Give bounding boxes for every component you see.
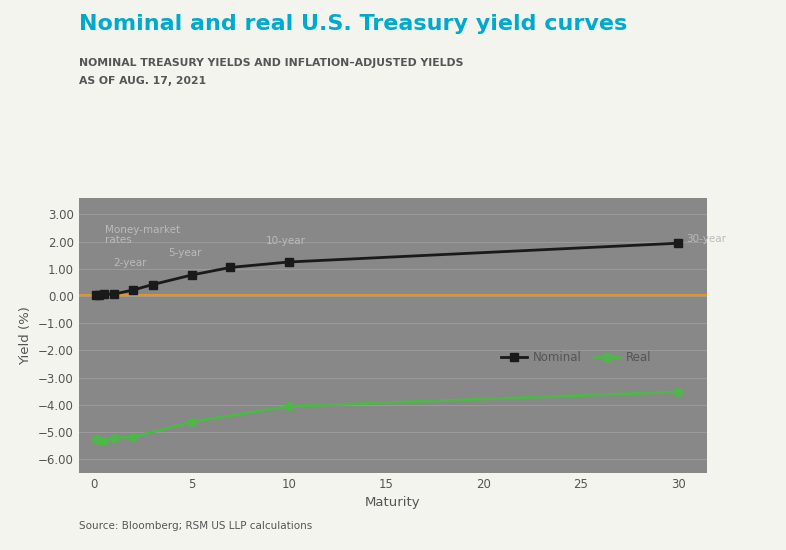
Text: 2-year: 2-year bbox=[114, 258, 147, 268]
Text: rates: rates bbox=[105, 235, 131, 245]
Text: NOMINAL TREASURY YIELDS AND INFLATION–ADJUSTED YIELDS: NOMINAL TREASURY YIELDS AND INFLATION–AD… bbox=[79, 58, 463, 68]
Y-axis label: Yield (%): Yield (%) bbox=[20, 306, 32, 365]
Legend: Nominal, Real: Nominal, Real bbox=[501, 351, 651, 364]
Text: 10-year: 10-year bbox=[266, 236, 306, 246]
Text: 30-year: 30-year bbox=[686, 234, 726, 244]
Text: AS OF AUG. 17, 2021: AS OF AUG. 17, 2021 bbox=[79, 76, 206, 86]
Text: Money-market: Money-market bbox=[105, 225, 180, 235]
Text: Nominal and real U.S. Treasury yield curves: Nominal and real U.S. Treasury yield cur… bbox=[79, 14, 627, 34]
Text: Source: Bloomberg; RSM US LLP calculations: Source: Bloomberg; RSM US LLP calculatio… bbox=[79, 521, 312, 531]
Text: 5-year: 5-year bbox=[168, 248, 202, 258]
X-axis label: Maturity: Maturity bbox=[365, 497, 421, 509]
